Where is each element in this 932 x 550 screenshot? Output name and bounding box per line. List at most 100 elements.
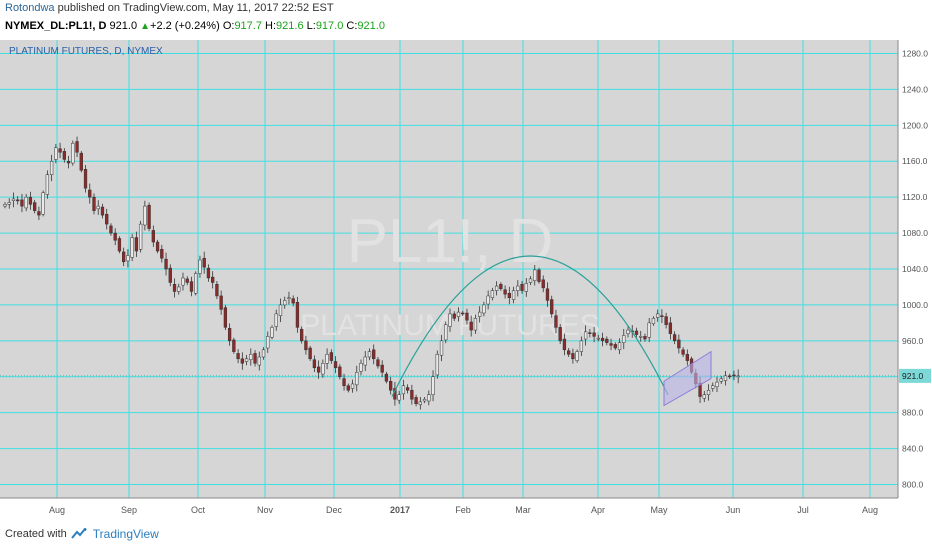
high-value: 921.6 [276,20,304,32]
publish-info: Rotondwa published on TradingView.com, M… [5,2,334,14]
candle-down [100,206,105,216]
candle-down [164,258,168,270]
candle-up [524,283,528,292]
candle-up [325,354,329,364]
candle-up [321,363,325,375]
candle-down [223,307,228,328]
candle-up [533,269,537,281]
candle-down [189,281,194,292]
candle-up [138,223,143,250]
candle-down [20,199,24,207]
candle-down [685,354,689,361]
price-channel[interactable] [663,350,712,407]
candle-down [300,328,304,342]
candle-down [253,353,257,364]
time-tick-label: Dec [326,505,343,515]
candle-up [719,378,723,382]
candle-up [711,385,715,389]
candle-up [706,389,711,395]
candle-up [249,354,253,360]
candle-up [401,385,406,395]
candle-down [588,332,592,335]
candle-up [418,401,422,405]
candle-down [507,292,511,298]
last-price-tag-label: 921.0 [902,371,924,381]
candle-up [702,394,706,399]
candle-down [66,160,71,164]
price-tick-label: 1120.0 [902,192,928,202]
candle-up [359,363,363,372]
time-tick-label: Aug [49,505,65,515]
candle-up [736,375,740,378]
candle-down [562,338,567,351]
candle-down [227,328,232,342]
candle-down [33,202,37,211]
candle-up [490,290,495,298]
candle-up [427,394,431,402]
candle-up [49,160,54,175]
candle-up [367,351,372,358]
price-tick-label: 1040.0 [902,264,928,274]
candle-down [405,387,410,391]
candle-up [278,304,283,316]
ohlc-legend: NYMEX_DL:PL1!, D 921.0 ▲+2.2 (+0.24%) O:… [5,20,385,32]
tradingview-link[interactable]: TradingView [92,527,159,541]
candle-down [117,238,122,252]
candle-up [439,340,444,356]
candle-down [316,366,321,373]
candle-up [11,198,16,201]
candle-up [478,311,482,317]
candle-up [482,304,486,314]
candle-down [503,289,507,295]
price-tick-label: 1240.0 [902,84,928,94]
open-label: O: [222,20,235,32]
created-with-label: Created with [5,528,67,540]
candle-up [41,192,45,215]
last-price: 921.0 [109,20,138,32]
low-label: L: [306,20,316,32]
candle-down [550,299,554,315]
candle-down [600,337,605,342]
candle-down [605,338,609,343]
candle-up [583,331,588,340]
candle-up [397,394,401,401]
candle-down [545,288,550,301]
price-tick-label: 880.0 [902,408,924,418]
candle-down [571,353,575,360]
candle-down [172,284,177,292]
candle-up [473,318,478,331]
candle-down [609,343,613,346]
candle-up [283,300,287,306]
candle-up [444,324,448,341]
candle-down [554,315,558,328]
price-chart[interactable]: PL1!, D PLATINUM FUTURES PLATINUM FUTURE… [0,36,932,520]
candle-up [622,335,626,343]
tradingview-logo-icon [70,528,87,539]
candle-down [613,344,617,349]
candle-up [656,313,660,318]
time-tick-label: Aug [862,505,878,515]
author-link[interactable]: Rotondwa [5,2,55,14]
candle-down [88,189,92,198]
candle-down [469,321,473,331]
candle-down [461,312,465,315]
candle-down [452,313,456,319]
time-tick-label: Feb [455,505,471,515]
candle-up [266,336,270,349]
candle-up [486,295,490,305]
candle-up [71,143,75,164]
chart-title: PLATINUM FUTURES, D, NYMEX [9,46,163,57]
candle-down [520,284,524,291]
candle-down [58,148,62,153]
candle-down [634,330,639,335]
candle-down [681,349,685,355]
candle-down [668,322,673,334]
candle-up [723,375,728,381]
candle-up [626,329,630,334]
candle-down [16,199,20,202]
rounding-top-arc[interactable] [391,255,669,397]
candle-down [155,241,160,252]
candle-up [715,381,719,387]
candle-down [122,251,126,263]
candle-up [422,398,427,402]
